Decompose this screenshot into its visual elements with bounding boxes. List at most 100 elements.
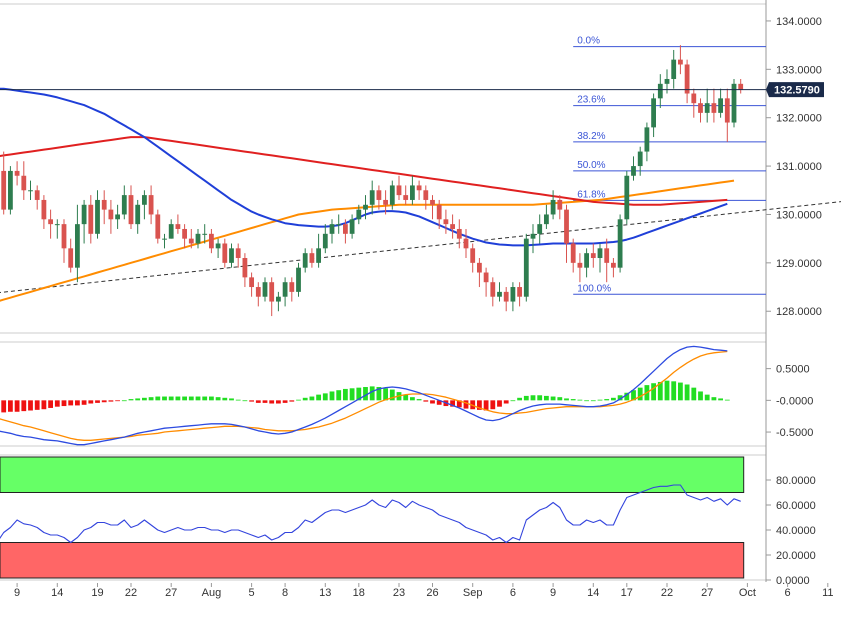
candle-body-91 [604, 248, 610, 263]
macd-hist-bar-59 [389, 389, 395, 401]
candle-body-95 [631, 166, 636, 176]
grid-layer [0, 0, 767, 582]
macd-hist-bar-96 [637, 387, 643, 401]
macd-hist-bar-29 [188, 396, 194, 401]
macd-hist-bar-5 [28, 400, 33, 411]
candle-body-9 [54, 224, 60, 226]
candle-body-13 [81, 204, 87, 225]
macd-hist-bar-54 [356, 387, 362, 401]
candle-body-101 [671, 59, 677, 79]
macd-hist-bar-22 [142, 397, 147, 401]
candle-body-42 [276, 296, 281, 302]
candle-body-92 [611, 262, 616, 268]
macd-hist-bar-57 [376, 387, 382, 401]
fib-label-1: 23.6% [577, 95, 605, 106]
macd-hist-bar-89 [590, 400, 596, 402]
macd-hist-bar-48 [316, 394, 321, 401]
macd-hist-bar-33 [215, 397, 221, 401]
macd-hist-bar-104 [691, 387, 697, 401]
candle-body-43 [282, 282, 288, 297]
candle-body-104 [691, 93, 697, 104]
macd-hist-bar-45 [296, 399, 301, 401]
candle-body-30 [195, 233, 201, 244]
macd-hist-bar-42 [276, 400, 281, 404]
candle-body-71 [470, 248, 476, 263]
macd-hist-bar-93 [617, 395, 623, 401]
candle-body-7 [41, 199, 47, 220]
macd-hist-bar-34 [222, 397, 228, 401]
macd-hist-bar-1 [1, 400, 7, 413]
macd-hist-bar-18 [115, 400, 120, 402]
candle-body-110 [731, 83, 737, 123]
candle-body-16 [101, 199, 107, 210]
macd-y-tick-label-2: -0.5000 [776, 427, 813, 439]
macd-hist-bar-94 [624, 392, 630, 401]
macd-hist-bar-9 [54, 400, 60, 407]
candle-body-26 [168, 224, 174, 239]
macd-hist-bar-12 [75, 400, 80, 406]
macd-panel [0, 345, 730, 446]
candle-body-21 [135, 204, 141, 225]
macd-hist-bar-107 [711, 397, 717, 401]
candle-body-75 [497, 291, 502, 297]
candle-body-67 [443, 219, 449, 225]
price-y-tick-label-3: 131.0000 [776, 161, 822, 173]
fib-label-4: 61.8% [577, 189, 605, 200]
rsi-y-tick-label-4: 0.0000 [776, 575, 810, 587]
candle-body-81 [537, 224, 543, 234]
macd-hist-bar-40 [262, 400, 268, 403]
macd-hist-bar-28 [182, 396, 187, 401]
macd-hist-bar-23 [148, 397, 154, 401]
candle-body-41 [269, 282, 275, 302]
candle-body-86 [570, 243, 576, 263]
candle-body-47 [309, 253, 315, 263]
macd-hist-bar-4 [21, 400, 27, 412]
candle-body-5 [28, 190, 33, 192]
macd-hist-bar-36 [235, 399, 241, 401]
candle-body-12 [75, 224, 80, 268]
x-tick-label-6: 5 [249, 587, 255, 599]
candle-body-54 [356, 209, 362, 220]
candle-body-49 [322, 233, 328, 249]
candle-body-2 [8, 170, 13, 210]
candle-body-36 [235, 248, 241, 259]
macd-hist-bar-103 [684, 384, 690, 401]
rsi-overbought-zone [0, 456, 745, 493]
x-tick-label-7: 8 [282, 587, 288, 599]
macd-hist-bar-98 [651, 383, 656, 401]
candle-body-102 [678, 59, 683, 65]
macd-hist-bar-24 [155, 396, 161, 401]
price-panel: 0.0% 23.6% 38.2% 50.0% 61.8% 100.0% [0, 36, 841, 317]
macd-hist-bar-62 [410, 397, 415, 401]
macd-hist-bar-26 [168, 396, 174, 401]
candle-body-11 [68, 248, 74, 268]
price-y-tick-label-4: 130.0000 [776, 209, 822, 221]
macd-hist-bar-76 [503, 400, 509, 404]
candle-body-25 [162, 238, 167, 240]
macd-hist-bar-69 [456, 400, 462, 408]
macd-hist-bar-84 [557, 397, 563, 401]
candle-body-72 [477, 262, 482, 273]
candle-body-70 [463, 238, 469, 249]
candle-body-35 [229, 248, 234, 263]
macd-hist-bar-86 [570, 399, 576, 401]
x-tick-label-8: 13 [319, 587, 331, 599]
candle-body-15 [95, 199, 100, 234]
candle-body-38 [249, 277, 254, 288]
candle-body-52 [343, 224, 348, 234]
candle-body-87 [577, 262, 583, 268]
price-y-tick-label-6: 128.0000 [776, 306, 822, 318]
macd-hist-bar-52 [343, 388, 348, 401]
candle-body-73 [483, 272, 489, 283]
x-tick-label-9: 18 [353, 587, 365, 599]
macd-hist-bar-2 [8, 400, 13, 412]
macd-hist-bar-63 [416, 399, 422, 401]
candle-body-17 [108, 209, 114, 220]
sma100-line [0, 136, 728, 206]
candle-body-44 [289, 282, 295, 292]
candle-body-60 [396, 185, 402, 196]
macd-hist-bar-15 [95, 400, 100, 403]
candle-body-106 [704, 103, 710, 113]
macd-hist-bar-21 [135, 398, 141, 401]
